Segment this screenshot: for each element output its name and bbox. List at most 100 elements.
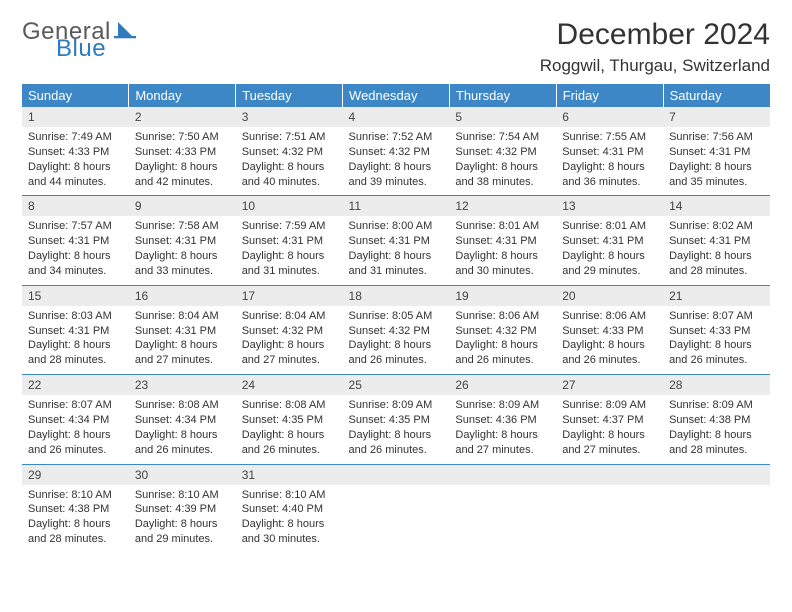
- daylight-line: Daylight: 8 hours and 27 minutes.: [562, 428, 657, 458]
- day-number: 14: [663, 196, 770, 216]
- logo-word-blue: Blue: [56, 37, 136, 61]
- location: Roggwil, Thurgau, Switzerland: [540, 56, 770, 76]
- calendar-week-row: 1Sunrise: 7:49 AMSunset: 4:33 PMDaylight…: [22, 107, 770, 196]
- sunrise-line: Sunrise: 8:08 AM: [242, 398, 337, 413]
- calendar-week-row: 8Sunrise: 7:57 AMSunset: 4:31 PMDaylight…: [22, 196, 770, 285]
- daylight-line: Daylight: 8 hours and 39 minutes.: [349, 160, 444, 190]
- calendar-cell: [556, 464, 663, 553]
- sunrise-line: Sunrise: 7:49 AM: [28, 130, 123, 145]
- day-number: 9: [129, 196, 236, 216]
- sunset-line: Sunset: 4:32 PM: [242, 324, 337, 339]
- day-details: Sunrise: 8:09 AMSunset: 4:35 PMDaylight:…: [343, 395, 450, 463]
- sunset-line: Sunset: 4:35 PM: [349, 413, 444, 428]
- calendar-cell: 11Sunrise: 8:00 AMSunset: 4:31 PMDayligh…: [343, 196, 450, 285]
- day-details: Sunrise: 8:04 AMSunset: 4:31 PMDaylight:…: [129, 306, 236, 374]
- day-details: Sunrise: 8:10 AMSunset: 4:39 PMDaylight:…: [129, 485, 236, 553]
- daylight-line: Daylight: 8 hours and 26 minutes.: [242, 428, 337, 458]
- daylight-line: Daylight: 8 hours and 26 minutes.: [349, 428, 444, 458]
- day-details: Sunrise: 8:08 AMSunset: 4:35 PMDaylight:…: [236, 395, 343, 463]
- calendar-cell: 29Sunrise: 8:10 AMSunset: 4:38 PMDayligh…: [22, 464, 129, 553]
- day-details: Sunrise: 8:01 AMSunset: 4:31 PMDaylight:…: [556, 216, 663, 284]
- sunset-line: Sunset: 4:31 PM: [669, 234, 764, 249]
- day-details: Sunrise: 8:03 AMSunset: 4:31 PMDaylight:…: [22, 306, 129, 374]
- sunrise-line: Sunrise: 7:58 AM: [135, 219, 230, 234]
- calendar-cell: 26Sunrise: 8:09 AMSunset: 4:36 PMDayligh…: [449, 375, 556, 464]
- day-number-empty: [449, 465, 556, 485]
- sunset-line: Sunset: 4:31 PM: [669, 145, 764, 160]
- sunrise-line: Sunrise: 8:00 AM: [349, 219, 444, 234]
- day-number: 10: [236, 196, 343, 216]
- sunset-line: Sunset: 4:36 PM: [455, 413, 550, 428]
- sunset-line: Sunset: 4:37 PM: [562, 413, 657, 428]
- day-number: 16: [129, 286, 236, 306]
- day-number: 28: [663, 375, 770, 395]
- day-details: Sunrise: 8:09 AMSunset: 4:38 PMDaylight:…: [663, 395, 770, 463]
- calendar-cell: 18Sunrise: 8:05 AMSunset: 4:32 PMDayligh…: [343, 285, 450, 374]
- calendar-cell: 5Sunrise: 7:54 AMSunset: 4:32 PMDaylight…: [449, 107, 556, 196]
- calendar-cell: 21Sunrise: 8:07 AMSunset: 4:33 PMDayligh…: [663, 285, 770, 374]
- calendar-cell: 4Sunrise: 7:52 AMSunset: 4:32 PMDaylight…: [343, 107, 450, 196]
- sunrise-line: Sunrise: 7:55 AM: [562, 130, 657, 145]
- day-details: Sunrise: 8:05 AMSunset: 4:32 PMDaylight:…: [343, 306, 450, 374]
- weekday-header: Friday: [556, 84, 663, 107]
- sunrise-line: Sunrise: 8:06 AM: [562, 309, 657, 324]
- day-number-empty: [663, 465, 770, 485]
- calendar-cell: 31Sunrise: 8:10 AMSunset: 4:40 PMDayligh…: [236, 464, 343, 553]
- daylight-line: Daylight: 8 hours and 42 minutes.: [135, 160, 230, 190]
- sunrise-line: Sunrise: 8:07 AM: [28, 398, 123, 413]
- daylight-line: Daylight: 8 hours and 31 minutes.: [349, 249, 444, 279]
- calendar-cell: 8Sunrise: 7:57 AMSunset: 4:31 PMDaylight…: [22, 196, 129, 285]
- day-number: 17: [236, 286, 343, 306]
- day-details: Sunrise: 8:07 AMSunset: 4:33 PMDaylight:…: [663, 306, 770, 374]
- day-number: 7: [663, 107, 770, 127]
- calendar-cell: 6Sunrise: 7:55 AMSunset: 4:31 PMDaylight…: [556, 107, 663, 196]
- day-number: 13: [556, 196, 663, 216]
- calendar-week-row: 29Sunrise: 8:10 AMSunset: 4:38 PMDayligh…: [22, 464, 770, 553]
- weekday-header: Monday: [129, 84, 236, 107]
- day-number: 4: [343, 107, 450, 127]
- calendar-cell: 10Sunrise: 7:59 AMSunset: 4:31 PMDayligh…: [236, 196, 343, 285]
- daylight-line: Daylight: 8 hours and 31 minutes.: [242, 249, 337, 279]
- sunset-line: Sunset: 4:32 PM: [349, 324, 444, 339]
- daylight-line: Daylight: 8 hours and 28 minutes.: [28, 338, 123, 368]
- calendar-cell: 13Sunrise: 8:01 AMSunset: 4:31 PMDayligh…: [556, 196, 663, 285]
- sunrise-line: Sunrise: 8:05 AM: [349, 309, 444, 324]
- calendar-cell: 30Sunrise: 8:10 AMSunset: 4:39 PMDayligh…: [129, 464, 236, 553]
- day-number: 30: [129, 465, 236, 485]
- sunrise-line: Sunrise: 7:50 AM: [135, 130, 230, 145]
- calendar-week-row: 15Sunrise: 8:03 AMSunset: 4:31 PMDayligh…: [22, 285, 770, 374]
- day-number: 19: [449, 286, 556, 306]
- day-number: 26: [449, 375, 556, 395]
- sunset-line: Sunset: 4:39 PM: [135, 502, 230, 517]
- sunset-line: Sunset: 4:31 PM: [455, 234, 550, 249]
- day-number: 5: [449, 107, 556, 127]
- day-number: 8: [22, 196, 129, 216]
- day-details: Sunrise: 8:10 AMSunset: 4:40 PMDaylight:…: [236, 485, 343, 553]
- sunrise-line: Sunrise: 8:02 AM: [669, 219, 764, 234]
- day-details: Sunrise: 8:09 AMSunset: 4:36 PMDaylight:…: [449, 395, 556, 463]
- weekday-header: Wednesday: [343, 84, 450, 107]
- day-number: 22: [22, 375, 129, 395]
- calendar-cell: 20Sunrise: 8:06 AMSunset: 4:33 PMDayligh…: [556, 285, 663, 374]
- sunrise-line: Sunrise: 7:56 AM: [669, 130, 764, 145]
- sunrise-line: Sunrise: 8:06 AM: [455, 309, 550, 324]
- day-details: Sunrise: 8:04 AMSunset: 4:32 PMDaylight:…: [236, 306, 343, 374]
- day-number: 3: [236, 107, 343, 127]
- sunrise-line: Sunrise: 8:08 AM: [135, 398, 230, 413]
- calendar-cell: 1Sunrise: 7:49 AMSunset: 4:33 PMDaylight…: [22, 107, 129, 196]
- calendar-cell: 23Sunrise: 8:08 AMSunset: 4:34 PMDayligh…: [129, 375, 236, 464]
- day-number: 31: [236, 465, 343, 485]
- weekday-header: Thursday: [449, 84, 556, 107]
- sunrise-line: Sunrise: 8:01 AM: [455, 219, 550, 234]
- day-number: 1: [22, 107, 129, 127]
- sunrise-line: Sunrise: 8:09 AM: [669, 398, 764, 413]
- sunset-line: Sunset: 4:35 PM: [242, 413, 337, 428]
- logo: General Blue: [22, 18, 136, 61]
- day-number: 29: [22, 465, 129, 485]
- sunset-line: Sunset: 4:32 PM: [455, 324, 550, 339]
- day-details: Sunrise: 7:57 AMSunset: 4:31 PMDaylight:…: [22, 216, 129, 284]
- weekday-header-row: Sunday Monday Tuesday Wednesday Thursday…: [22, 84, 770, 107]
- sunrise-line: Sunrise: 7:57 AM: [28, 219, 123, 234]
- sunrise-line: Sunrise: 8:10 AM: [28, 488, 123, 503]
- day-number: 23: [129, 375, 236, 395]
